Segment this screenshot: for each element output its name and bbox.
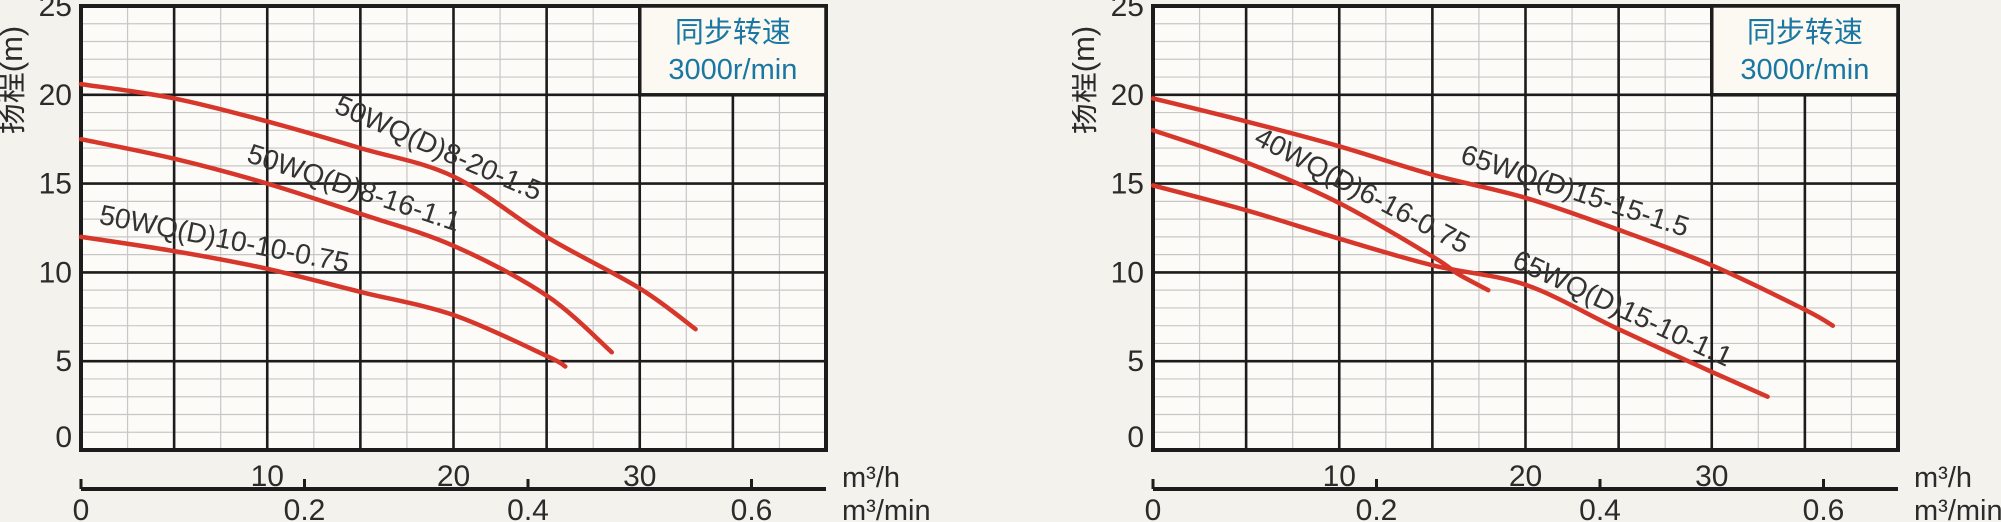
legend-rpm-value: 3000r/min [1740, 54, 1869, 86]
y-axis-title: 扬程(m) [1072, 26, 1101, 134]
y-tick-label: 5 [55, 345, 72, 378]
legend-sync-speed-label: 同步转速 [1747, 16, 1863, 49]
secondary-axis-tick-label: 0 [73, 494, 90, 522]
secondary-axis-tick-label: 0.6 [1803, 494, 1845, 522]
y-tick-label: 10 [1111, 256, 1144, 289]
secondary-axis-tick-label: 0.2 [284, 494, 326, 522]
secondary-axis-tick-label: 0.4 [1579, 494, 1621, 522]
grid-major-lines [81, 6, 826, 450]
secondary-axis-tick-label: 0 [1145, 494, 1162, 522]
y-tick-label: 20 [39, 79, 72, 112]
y-tick-label: 15 [39, 168, 72, 201]
secondary-axis-tick-label: 0.6 [731, 494, 773, 522]
pump-curve [1150, 183, 1770, 399]
x-unit-m3min-label: m³/min [842, 495, 931, 522]
y-tick-label: 10 [39, 256, 72, 289]
y-axis-title: 扬程(m) [0, 26, 29, 134]
legend-box [1710, 4, 1900, 97]
y-tick-label: 20 [1111, 79, 1144, 112]
plot-border [79, 4, 828, 452]
legend-sync-speed-label: 同步转速 [675, 16, 791, 49]
plot-border [1151, 4, 1900, 452]
head-flow-chart-right: 65WQ(D)15-15-1.540WQ(D)6-16-0.7565WQ(D)1… [1072, 0, 2001, 522]
y-tick-label: 15 [1111, 168, 1144, 201]
pump-curve [1150, 128, 1491, 293]
pump-curve [78, 136, 615, 355]
head-flow-chart-left: 50WQ(D)8-20-1.550WQ(D)8-16-1.150WQ(D)10-… [0, 0, 931, 522]
x-unit-m3min-label: m³/min [1914, 495, 2001, 522]
y-tick-label: 0 [55, 421, 72, 454]
x-unit-m3h-label: m³/h [842, 462, 900, 494]
pump-curve [78, 234, 568, 369]
legend-box [638, 4, 828, 97]
secondary-axis-tick-label: 0.4 [507, 494, 549, 522]
y-tick-label: 0 [1127, 421, 1144, 454]
secondary-axis-tick-label: 0.2 [1356, 494, 1398, 522]
x-unit-m3h-label: m³/h [1914, 462, 1972, 494]
y-tick-label: 5 [1127, 345, 1144, 378]
pump-curve [1150, 96, 1836, 328]
legend-rpm-value: 3000r/min [668, 54, 797, 86]
y-tick-label: 25 [1111, 0, 1144, 23]
pump-curve [78, 81, 698, 332]
y-tick-label: 25 [39, 0, 72, 23]
